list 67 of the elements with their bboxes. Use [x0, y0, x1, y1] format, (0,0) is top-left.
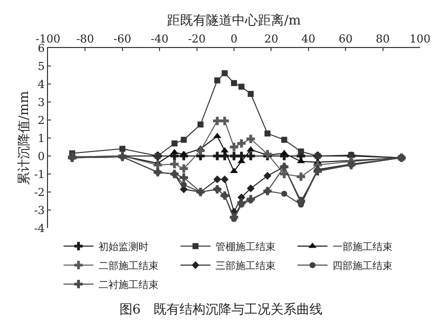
point: [246, 184, 255, 192]
y-tick-label: 4: [38, 78, 45, 91]
y-tick-label: 2: [38, 114, 45, 127]
x-axis-title: 距既有隧道中心距离/m: [167, 12, 301, 29]
legend-label: 二衬施工结束: [98, 279, 158, 291]
point: [180, 182, 187, 188]
y-tick-label: 5: [38, 60, 45, 73]
point: [220, 176, 229, 184]
x-tick-label: 20: [264, 32, 278, 46]
legend-label: 二部施工结束: [98, 260, 158, 272]
legend-label: 四部施工结束: [332, 260, 392, 272]
y-tick-label: 6: [38, 42, 45, 55]
point: [196, 146, 205, 155]
legend-label: 管棚施工结束: [216, 241, 276, 253]
point: [230, 152, 238, 160]
legend-label: 一部施工结束: [332, 241, 392, 253]
point: [296, 172, 306, 181]
point: [280, 150, 288, 156]
point: [238, 84, 244, 90]
point: [154, 160, 162, 170]
point: [171, 140, 178, 146]
y-tick-label: -4: [34, 222, 45, 235]
text: 图6 既有结构沉降与工况关系曲线: [119, 302, 323, 318]
legend-label: 初始监测时: [98, 241, 148, 253]
x-tick-label: 0: [230, 32, 238, 46]
x-tick-label: -20: [188, 32, 206, 46]
y-tick-label: 0: [38, 150, 45, 163]
y-tick-label: 3: [38, 96, 45, 109]
point: [213, 116, 222, 126]
x-tick-label: -40: [150, 32, 168, 46]
point: [180, 173, 188, 182]
point: [296, 158, 305, 164]
point: [281, 190, 288, 197]
point: [237, 198, 246, 207]
point: [220, 116, 229, 126]
point: [231, 80, 237, 86]
y-tick-label: 1: [38, 132, 45, 145]
point: [180, 136, 187, 143]
point: [214, 77, 220, 84]
point: [246, 134, 255, 144]
y-axis-title: 累计沉降值/mm: [17, 90, 32, 186]
legend-label: 三部施工结束: [216, 260, 276, 272]
y-tick-label: -1: [34, 168, 45, 181]
x-tick-label: 100: [410, 32, 430, 46]
point: [264, 172, 272, 180]
y-tick-label: -2: [34, 186, 45, 199]
point: [213, 176, 222, 184]
point: [170, 160, 179, 168]
point: [237, 139, 246, 148]
point: [180, 164, 188, 173]
point: [246, 152, 255, 160]
point: [222, 70, 228, 76]
x-tick-label: 40: [301, 32, 316, 46]
point: [230, 142, 238, 152]
point: [248, 90, 254, 97]
x-tick-label: 80: [376, 32, 390, 46]
point: [237, 158, 246, 164]
point: [119, 146, 126, 152]
point: [298, 148, 304, 154]
point: [198, 122, 204, 128]
x-tick-label: -60: [114, 32, 132, 46]
y-tick-label: -3: [34, 204, 45, 217]
point: [230, 213, 238, 222]
point: [281, 136, 288, 143]
x-tick-label: -80: [76, 32, 94, 46]
x-tick-label: 60: [338, 32, 353, 46]
point: [264, 130, 270, 136]
